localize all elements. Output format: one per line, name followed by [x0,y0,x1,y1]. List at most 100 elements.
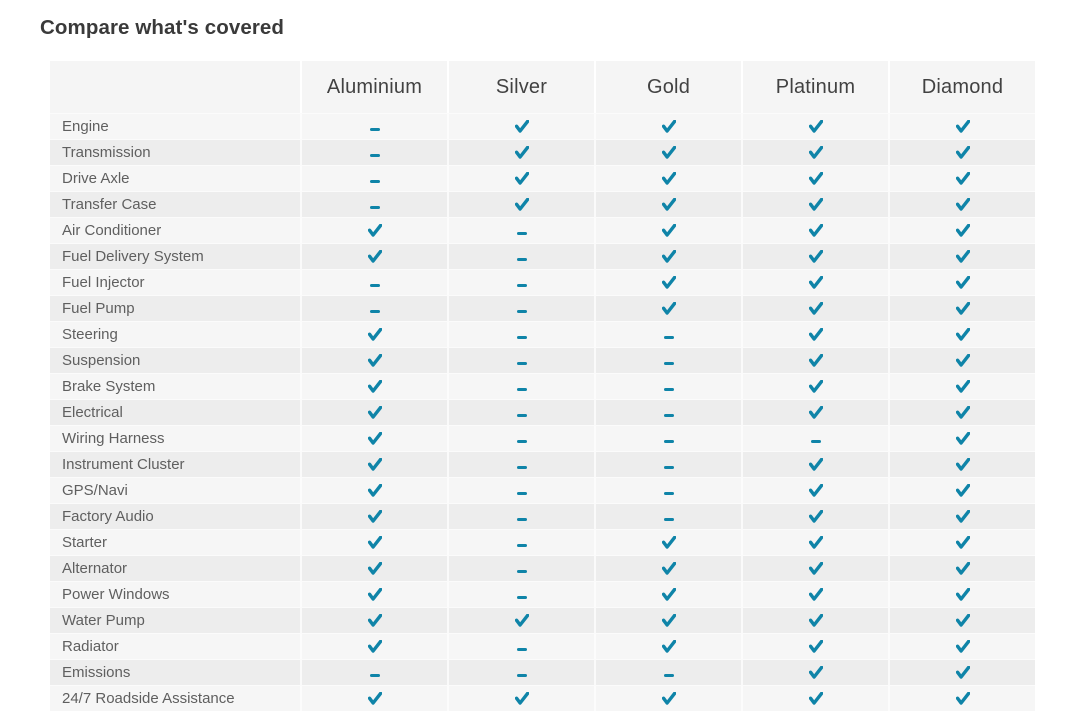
table-row: Fuel Pump [50,295,1035,321]
row-label: Radiator [62,638,119,655]
coverage-cell [594,608,741,633]
row-label: Wiring Harness [62,430,165,447]
dash-icon [516,336,527,339]
dash-icon [516,414,527,417]
check-icon [955,536,970,549]
coverage-cell [594,166,741,191]
coverage-cell [300,686,447,711]
coverage-cell [741,192,888,217]
table-row: Engine [50,113,1035,139]
table-row: Drive Axle [50,165,1035,191]
coverage-cell [594,218,741,243]
check-icon [955,640,970,653]
coverage-cell [300,114,447,139]
check-icon [514,614,529,627]
table-row: Wiring Harness [50,425,1035,451]
coverage-cell [594,686,741,711]
row-label: Air Conditioner [62,222,162,239]
coverage-cell [741,634,888,659]
check-icon [514,120,529,133]
check-icon [808,198,823,211]
dash-icon [516,492,527,495]
coverage-cell [447,608,594,633]
dash-icon [516,284,527,287]
dash-icon [516,466,527,469]
coverage-cell [594,582,741,607]
dash-icon [516,258,527,261]
coverage-cell [447,348,594,373]
row-label: 24/7 Roadside Assistance [62,690,235,707]
check-icon [808,172,823,185]
check-icon [955,120,970,133]
coverage-cell [300,218,447,243]
row-label: Instrument Cluster [62,456,185,473]
check-icon [367,484,382,497]
dash-icon [663,440,674,443]
dash-icon [516,570,527,573]
plan-column-header: Gold [594,61,741,113]
coverage-cell [888,426,1035,451]
coverage-cell [594,296,741,321]
coverage-cell [594,114,741,139]
check-icon [661,536,676,549]
coverage-cell [741,660,888,685]
check-icon [808,406,823,419]
coverage-cell [888,374,1035,399]
table-row: Air Conditioner [50,217,1035,243]
row-label: Drive Axle [62,170,130,187]
coverage-cell [888,270,1035,295]
check-icon [955,692,970,705]
coverage-cell [300,634,447,659]
coverage-cell [888,166,1035,191]
coverage-cell [888,608,1035,633]
table-row: 24/7 Roadside Assistance [50,685,1035,711]
coverage-cell [741,322,888,347]
row-label: Suspension [62,352,141,369]
dash-icon [369,180,380,183]
page-title: Compare what's covered [40,16,285,39]
coverage-cell [888,218,1035,243]
coverage-cell [741,166,888,191]
table-row: Fuel Injector [50,269,1035,295]
check-icon [955,146,970,159]
check-icon [955,224,970,237]
coverage-cell [447,192,594,217]
dash-icon [516,596,527,599]
check-icon [808,120,823,133]
check-icon [955,562,970,575]
coverage-cell [447,686,594,711]
coverage-cell [447,166,594,191]
check-icon [955,432,970,445]
check-icon [808,250,823,263]
dash-icon [516,362,527,365]
check-icon [661,146,676,159]
coverage-cell [888,140,1035,165]
check-icon [661,120,676,133]
coverage-cell [447,244,594,269]
check-icon [367,640,382,653]
coverage-cell [594,270,741,295]
table-row: Emissions [50,659,1035,685]
row-label: Fuel Pump [62,300,135,317]
check-icon [808,614,823,627]
coverage-table: Aluminium Silver Gold Platinum Diamond Engin… [50,61,1035,711]
coverage-cell [300,426,447,451]
check-icon [955,328,970,341]
coverage-cell [300,192,447,217]
row-label: Emissions [62,664,131,681]
check-icon [367,354,382,367]
table-row: Instrument Cluster [50,451,1035,477]
check-icon [367,432,382,445]
coverage-cell [741,244,888,269]
coverage-cell [300,478,447,503]
check-icon [955,380,970,393]
coverage-cell [300,556,447,581]
coverage-cell [300,296,447,321]
coverage-cell [594,634,741,659]
check-icon [808,588,823,601]
table-row: Radiator [50,633,1035,659]
row-label: Brake System [62,378,156,395]
coverage-cell [594,504,741,529]
coverage-cell [888,660,1035,685]
check-icon [514,198,529,211]
